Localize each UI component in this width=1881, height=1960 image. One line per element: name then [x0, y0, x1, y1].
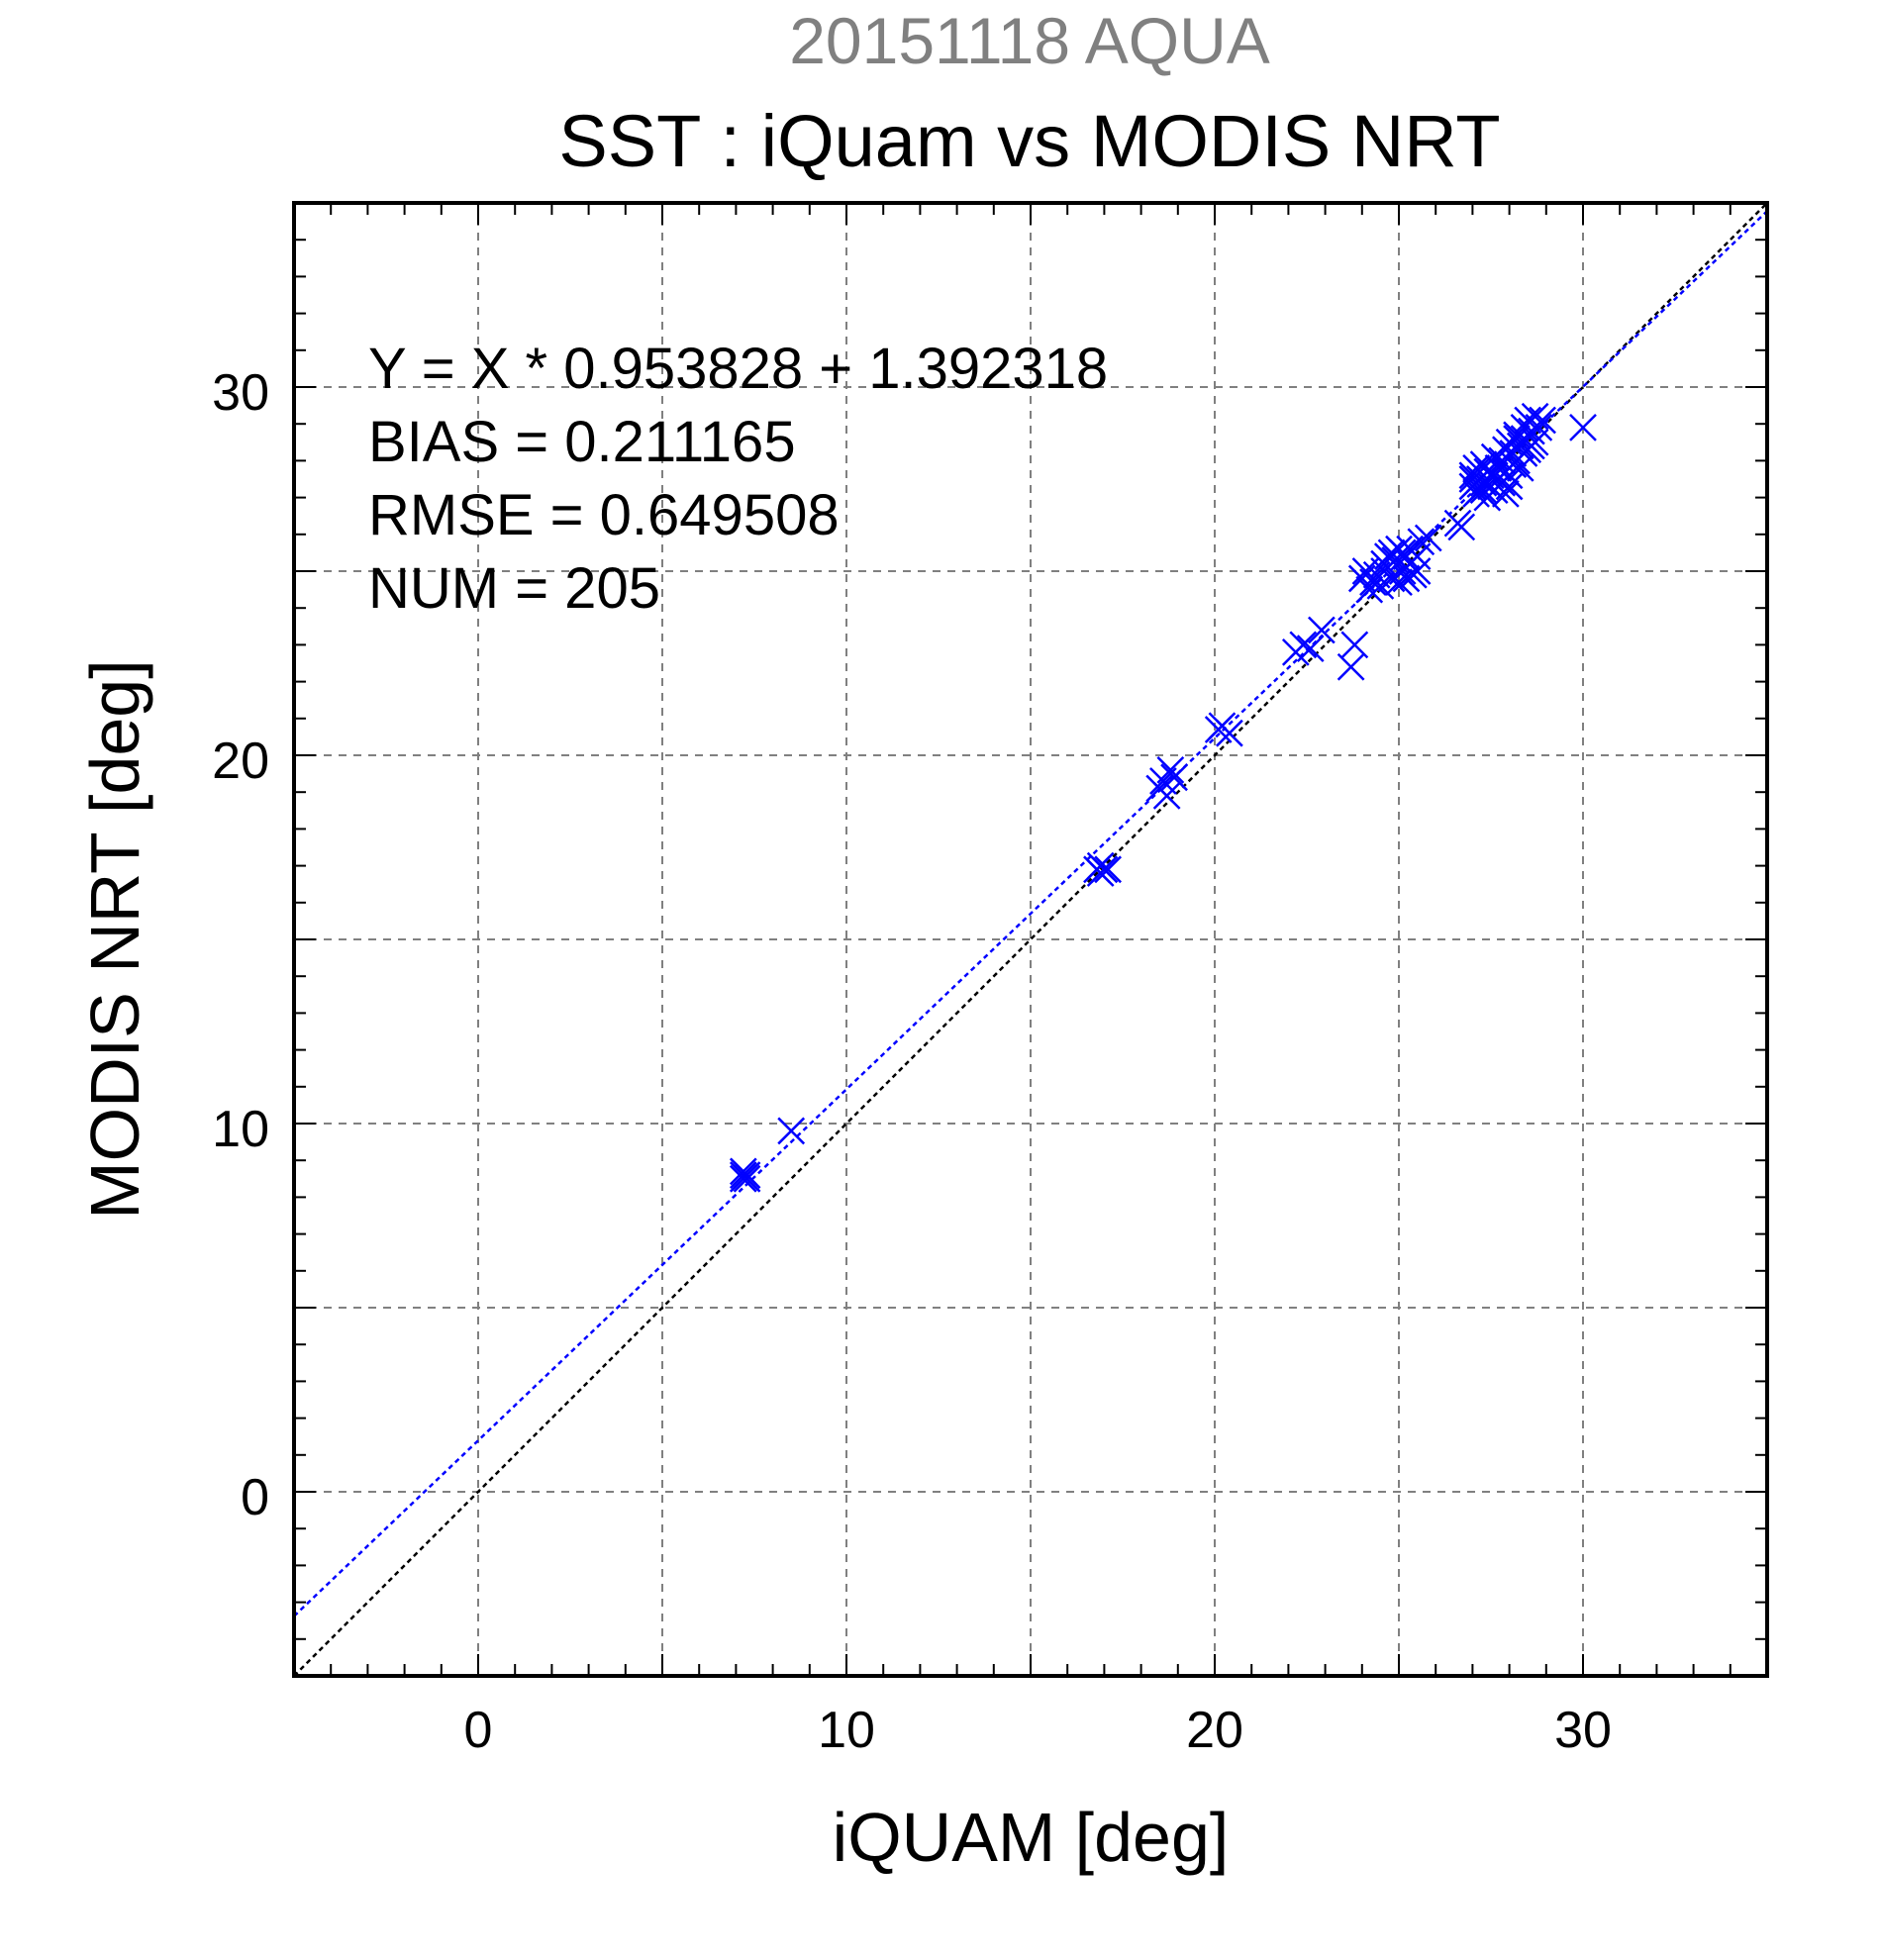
scatter-point [1296, 635, 1325, 663]
bias-value: BIAS = 0.211165 [368, 410, 796, 474]
chart-title: SST : iQuam vs MODIS NRT [558, 100, 1500, 182]
scatter-point [1525, 414, 1553, 441]
scatter-point [1377, 564, 1406, 593]
scatter-point [1396, 535, 1425, 563]
scatter-point [1094, 855, 1123, 884]
x-tick-label: 0 [464, 1702, 493, 1759]
x-tick-label: 20 [1186, 1702, 1243, 1759]
y-tick-labels: 0 10 20 30 [212, 364, 269, 1526]
fit-equation: Y = X * 0.953828 + 1.392318 [368, 337, 1108, 401]
scatter-point [1569, 414, 1597, 441]
rmse-value: RMSE = 0.649508 [368, 483, 840, 547]
scatter-point [1462, 453, 1491, 482]
scatter-point [1458, 465, 1487, 493]
stats-annotation: Y = X * 0.953828 + 1.392318 BIAS = 0.211… [368, 337, 1108, 621]
scatter-point [733, 1164, 761, 1193]
chart-suptitle: 20151118 AQUA [789, 4, 1270, 77]
scatter-point [1355, 575, 1384, 604]
axis-ticks [294, 203, 1767, 1676]
scatter-point [1086, 851, 1115, 880]
scatter-point [1414, 524, 1442, 552]
scatter-point [1336, 652, 1365, 681]
y-tick-label: 0 [241, 1469, 269, 1526]
scatter-point [1160, 763, 1188, 792]
scatter-point [1307, 616, 1336, 644]
sample-count: NUM = 205 [368, 556, 660, 621]
scatter-point [1491, 457, 1520, 486]
y-tick-label: 30 [212, 364, 269, 422]
x-tick-labels: 0 10 20 30 [464, 1702, 1612, 1759]
scatter-point [1491, 479, 1520, 508]
scatter-point [1503, 425, 1531, 452]
scatter-point [1403, 557, 1432, 585]
grid-lines [294, 203, 1767, 1676]
scatter-point [1447, 513, 1476, 541]
scatter-point [1529, 406, 1556, 435]
scatter-point [729, 1164, 757, 1193]
y-tick-label: 20 [212, 733, 269, 790]
y-axis-label: MODIS NRT [deg] [76, 659, 153, 1219]
scatter-point [1480, 461, 1509, 490]
x-axis-label: iQUAM [deg] [833, 1799, 1230, 1876]
scatter-point [1086, 859, 1115, 887]
y-tick-label: 10 [212, 1101, 269, 1158]
scatter-point [1385, 568, 1413, 597]
x-tick-label: 30 [1554, 1702, 1612, 1759]
scatter-points [729, 402, 1597, 1193]
scatter-point [1149, 767, 1177, 795]
scatter-point [777, 1117, 806, 1145]
scatter-point [1521, 402, 1549, 431]
scatter-point [1208, 712, 1237, 740]
scatter-point [1340, 631, 1369, 659]
scatter-point [1289, 631, 1318, 659]
x-tick-label: 10 [818, 1702, 875, 1759]
